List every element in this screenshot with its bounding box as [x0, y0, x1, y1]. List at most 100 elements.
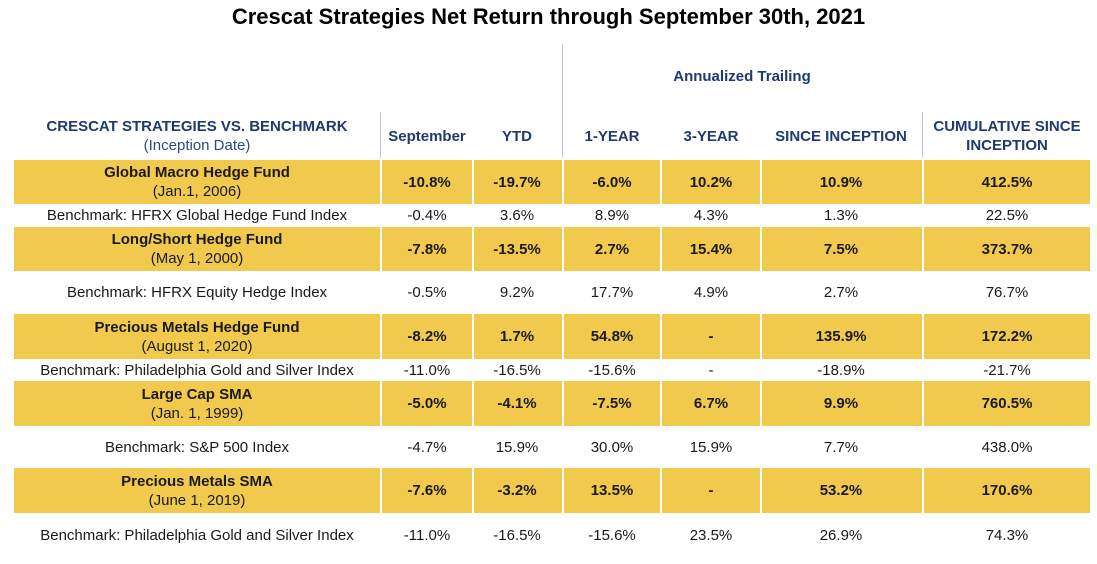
cumulative-cell: -21.7% — [983, 361, 1031, 379]
september-cell: -5.0% — [407, 395, 447, 412]
cell-separator — [922, 468, 924, 513]
september-cell: -10.8% — [403, 173, 451, 191]
september-cell: -4.7% — [407, 438, 447, 456]
cell-separator — [380, 160, 382, 204]
strategy-name-cell: Precious Metals SMA (June 1, 2019) — [14, 468, 380, 513]
one-year-cell: -15.6% — [588, 526, 636, 544]
cell-separator — [380, 381, 382, 426]
benchmark-name: Benchmark: HFRX Global Hedge Fund Index — [46, 207, 348, 224]
strategy-header-label: CRESCAT STRATEGIES VS. BENCHMARK — [46, 118, 348, 135]
cell-separator — [380, 314, 382, 359]
cell-separator — [660, 314, 662, 359]
inception-date: (May 1, 2000) — [150, 250, 244, 267]
cell-separator — [660, 227, 662, 271]
cell-separator — [922, 381, 924, 426]
cumulative-cell: 74.3% — [985, 526, 1029, 544]
since-inception-cell: -18.9% — [817, 361, 865, 379]
benchmark-name-cell: Benchmark: HFRX Global Hedge Fund Index — [14, 205, 380, 226]
inception-date: (August 1, 2020) — [141, 337, 253, 355]
benchmark-row: Benchmark: HFRX Global Hedge Fund Index -… — [14, 205, 1090, 226]
cell-separator — [760, 381, 762, 426]
one-year-cell: 8.9% — [594, 207, 630, 224]
cell-separator — [660, 160, 662, 204]
cell-separator — [562, 468, 564, 513]
cell-separator — [472, 468, 474, 513]
benchmark-name: Benchmark: Philadelphia Gold and Silver … — [40, 361, 354, 379]
september-cell: -11.0% — [403, 526, 451, 544]
three-year-cell: 4.9% — [693, 284, 729, 301]
strategy-name-cell: Large Cap SMA (Jan. 1, 1999) — [14, 381, 380, 426]
inception-date: (Jan.1, 2006) — [152, 183, 242, 200]
cell-separator — [472, 381, 474, 426]
strategy-name-cell: Precious Metals Hedge Fund (August 1, 202… — [14, 314, 380, 359]
strategy-name-cell: Global Macro Hedge Fund (Jan.1, 2006) — [14, 160, 380, 204]
cell-separator — [472, 160, 474, 204]
benchmark-name: Benchmark: S&P 500 Index — [105, 438, 289, 456]
ytd-cell: -16.5% — [493, 361, 541, 379]
ytd-cell: 9.2% — [499, 284, 535, 301]
one-year-cell: 30.0% — [590, 438, 634, 456]
cumulative-cell: 172.2% — [981, 328, 1033, 345]
three-year-cell: - — [708, 328, 714, 345]
one-year-cell: 13.5% — [590, 482, 634, 499]
cell-separator — [922, 160, 924, 204]
september-cell: -8.2% — [407, 328, 447, 345]
september-cell: -0.4% — [407, 207, 447, 224]
benchmark-name-cell: Benchmark: HFRX Equity Hedge Index — [14, 272, 380, 313]
cell-separator — [760, 314, 762, 359]
strategy-row: Long/Short Hedge Fund (May 1, 2000) -7.8% -… — [14, 227, 1090, 271]
table-title: Crescat Strategies Net Return through Se… — [231, 4, 866, 29]
cell-separator — [922, 227, 924, 271]
cell-separator — [562, 160, 564, 204]
one-year-cell: 2.7% — [594, 240, 630, 258]
ytd-cell: 1.7% — [499, 328, 535, 345]
cell-separator — [472, 314, 474, 359]
one-year-cell: -6.0% — [592, 173, 632, 191]
september-cell: -7.8% — [407, 240, 447, 258]
inception-date: (June 1, 2019) — [148, 491, 246, 509]
benchmark-row: Benchmark: Philadelphia Gold and Silver … — [14, 360, 1090, 380]
three-year-cell: 23.5% — [689, 526, 733, 544]
cumulative-cell: 76.7% — [985, 284, 1029, 301]
one-year-cell: 54.8% — [590, 328, 634, 345]
three-year-column-header: 3-YEAR — [683, 127, 739, 145]
september-cell: -11.0% — [403, 361, 451, 379]
cell-separator — [760, 468, 762, 513]
ytd-cell: 3.6% — [499, 207, 535, 224]
cumulative-cell: 22.5% — [985, 207, 1029, 224]
strategy-row: Precious Metals SMA (June 1, 2019) -7.6% -3… — [14, 468, 1090, 513]
column-divider — [380, 112, 381, 158]
one-year-column-header: 1-YEAR — [584, 127, 640, 145]
ytd-cell: -4.1% — [497, 395, 537, 412]
benchmark-name: Benchmark: Philadelphia Gold and Silver … — [40, 526, 354, 544]
column-divider — [922, 112, 923, 158]
benchmark-name-cell: Benchmark: S&P 500 Index — [14, 427, 380, 467]
since-inception-cell: 2.7% — [823, 284, 859, 301]
cumulative-cell: 412.5% — [981, 173, 1033, 191]
inception-date: (Jan. 1, 1999) — [150, 404, 244, 422]
three-year-cell: - — [708, 361, 714, 379]
cumulative-cell: 760.5% — [981, 395, 1033, 412]
cell-separator — [562, 381, 564, 426]
annualized-trailing-label: Annualized Trailing — [673, 68, 811, 85]
benchmark-name-cell: Benchmark: Philadelphia Gold and Silver … — [14, 514, 380, 556]
three-year-cell: 4.3% — [693, 207, 729, 224]
since-inception-cell: 26.9% — [819, 526, 863, 544]
strategy-name-cell: Long/Short Hedge Fund (May 1, 2000) — [14, 227, 380, 271]
strategy-name: Precious Metals Hedge Fund — [94, 318, 300, 336]
benchmark-row: Benchmark: S&P 500 Index -4.7% 15.9% 30.0% 1… — [14, 427, 1090, 467]
ytd-cell: 15.9% — [495, 438, 539, 456]
strategy-row: Global Macro Hedge Fund (Jan.1, 2006) -10.… — [14, 160, 1090, 204]
three-year-cell: 15.9% — [689, 438, 733, 456]
cumulative-cell: 373.7% — [981, 240, 1033, 258]
one-year-cell: -7.5% — [592, 395, 632, 412]
cell-separator — [380, 468, 382, 513]
september-column-header: September — [388, 127, 466, 145]
cell-separator — [760, 160, 762, 204]
since-inception-cell: 7.7% — [823, 438, 859, 456]
since-inception-cell: 9.9% — [823, 395, 859, 412]
ytd-cell: -19.7% — [493, 173, 541, 191]
cell-separator — [380, 227, 382, 271]
since-inception-cell: 53.2% — [819, 482, 863, 499]
one-year-cell: 17.7% — [590, 284, 634, 301]
